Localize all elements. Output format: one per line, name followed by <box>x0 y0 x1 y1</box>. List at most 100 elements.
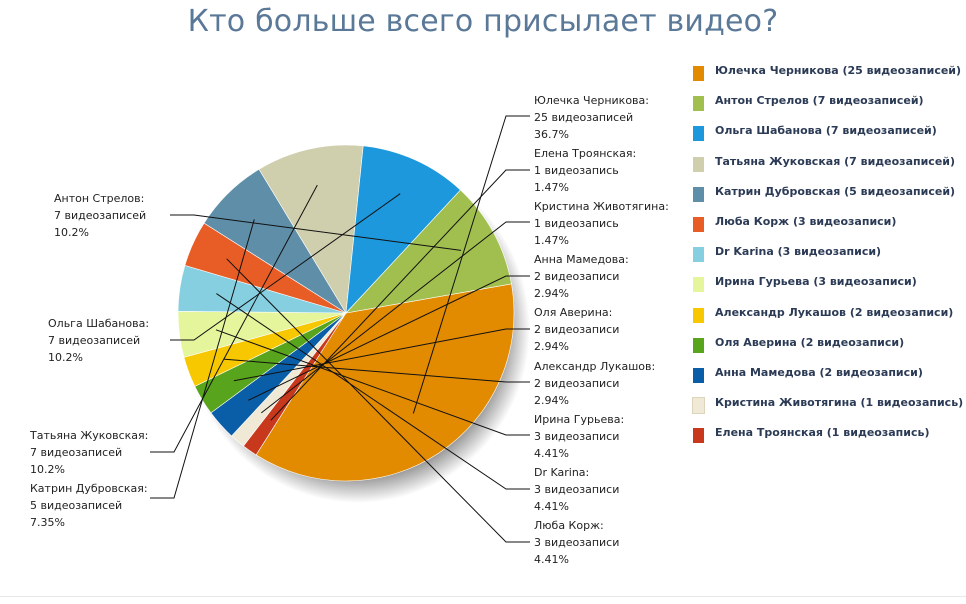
legend-swatch <box>693 337 704 353</box>
data-label-2: Кристина Животягина: 1 видеозапись 1.47% <box>534 198 669 249</box>
data-label-line: Александр Лукашов: <box>534 360 656 373</box>
legend-swatch <box>693 66 704 81</box>
data-label-line: Кристина Животягина: <box>534 200 669 213</box>
legend-item: Dr Karina (3 видеозаписи) <box>693 241 963 271</box>
data-label-line: 7.35% <box>30 516 65 529</box>
data-label-line: 10.2% <box>48 351 83 364</box>
leader-line-6 <box>215 329 530 436</box>
data-label-line: 2 видеозаписи <box>534 377 620 390</box>
legend-label: Катрин Дубровская (5 видеозаписей) <box>715 184 956 198</box>
data-label-line: 2 видеозаписи <box>534 270 620 283</box>
legend-item: Ольга Шабанова (7 видеозаписей) <box>693 120 963 150</box>
data-label-7: Dr Karina: 3 видеозаписи 4.41% <box>534 464 619 515</box>
leader-line-4 <box>233 328 530 382</box>
data-label-3: Анна Мамедова: 2 видеозаписи 2.94% <box>534 251 629 302</box>
legend-label: Кристина Животягина (1 видеозапись) <box>715 396 964 410</box>
data-label-line: 1.47% <box>534 234 569 247</box>
legend-swatch <box>693 307 704 323</box>
legend-swatch <box>693 186 704 202</box>
data-label-line: 1 видеозапись <box>534 164 619 177</box>
leader-line-10 <box>150 184 318 453</box>
legend-label: Александр Лукашов (2 видеозаписи) <box>715 305 954 319</box>
leader-line-3 <box>248 275 530 401</box>
data-label-line: 1 видеозапись <box>534 217 619 230</box>
legend-label: Татьяна Жуковская (7 видеозаписей) <box>715 154 956 168</box>
data-label-line: 4.41% <box>534 447 569 460</box>
data-label-line: Ольга Шабанова: <box>48 317 150 330</box>
data-label-line: Оля Аверина: <box>534 306 613 319</box>
bottom-divider <box>0 596 966 597</box>
legend-swatch <box>693 96 704 112</box>
legend-item: Антон Стрелов (7 видеозаписей) <box>693 90 963 120</box>
data-label-5: Александр Лукашов: 2 видеозаписи 2.94% <box>534 358 655 409</box>
data-label-line: Люба Корж: <box>534 519 604 532</box>
data-label-line: 7 видеозаписей <box>48 334 141 347</box>
data-label-line: 1.47% <box>534 181 569 194</box>
leader-line-1 <box>270 169 530 421</box>
data-label-line: 3 видеозаписи <box>534 483 620 496</box>
data-label-line: 2 видеозаписи <box>534 323 620 336</box>
pie-slice-10 <box>258 144 364 314</box>
data-label-line: Елена Троянская: <box>534 147 637 160</box>
data-label-6: Ирина Гурьева: 3 видеозаписи 4.41% <box>534 411 624 462</box>
leader-line-8 <box>226 258 530 543</box>
data-label-line: 3 видеозаписи <box>534 536 620 549</box>
legend-item: Ирина Гурьева (3 видеозаписи) <box>693 271 963 301</box>
legend-label: Dr Karina (3 видеозаписи) <box>715 245 882 259</box>
legend-item: Люба Корж (3 видеозаписи) <box>693 211 963 241</box>
legend-item: Татьяна Жуковская (7 видеозаписей) <box>693 151 963 181</box>
legend-label: Антон Стрелов (7 видеозаписей) <box>715 94 924 108</box>
data-label-line: Катрин Дубровская: <box>30 482 148 495</box>
legend-label: Ирина Гурьева (3 видеозаписи) <box>715 275 917 289</box>
legend-label: Елена Троянская (1 видеозапись) <box>715 426 930 440</box>
data-label-line: 10.2% <box>30 463 65 476</box>
leader-line-9 <box>150 219 255 499</box>
data-label-10: Татьяна Жуковская: 7 видеозаписей 10.2% <box>30 427 148 478</box>
data-label-line: 3 видеозаписи <box>534 430 620 443</box>
legend-label: Люба Корж (3 видеозаписи) <box>715 214 897 228</box>
data-label-4: Оля Аверина: 2 видеозаписи 2.94% <box>534 304 619 355</box>
data-label-line: Анна Мамедова: <box>534 253 629 266</box>
data-label-line: 7 видеозаписей <box>54 209 147 222</box>
data-label-line: Антон Стрелов: <box>54 192 145 205</box>
data-label-line: 2.94% <box>534 340 569 353</box>
legend-item: Катрин Дубровская (5 видеозаписей) <box>693 181 963 211</box>
data-label-12: Антон Стрелов: 7 видеозаписей 10.2% <box>54 190 146 241</box>
data-label-line: Юлечка Черникова: <box>534 94 649 107</box>
data-label-line: 2.94% <box>534 394 569 407</box>
legend-swatch <box>693 216 704 232</box>
leader-line-0 <box>412 115 530 414</box>
data-label-11: Ольга Шабанова: 7 видеозаписей 10.2% <box>48 315 149 366</box>
data-label-line: 4.41% <box>534 553 569 566</box>
legend-item: Кристина Животягина (1 видеозапись) <box>692 392 964 422</box>
legend-swatch <box>693 277 704 293</box>
data-label-line: Татьяна Жуковская: <box>30 429 149 442</box>
legend-item: Анна Мамедова (2 видеозаписи) <box>693 362 963 392</box>
legend-label: Анна Мамедова (2 видеозаписи) <box>715 365 923 379</box>
data-label-line: 5 видеозаписей <box>30 499 123 512</box>
data-label-line: 10.2% <box>54 226 89 239</box>
legend-swatch <box>692 397 705 415</box>
data-label-line: 4.41% <box>534 500 569 513</box>
leader-line-11 <box>170 193 401 341</box>
data-label-line: 36.7% <box>534 128 569 141</box>
legend-swatch <box>693 126 704 142</box>
legend-item: Александр Лукашов (2 видеозаписи) <box>693 302 963 332</box>
data-label-9: Катрин Дубровская: 5 видеозаписей 7.35% <box>30 480 148 531</box>
data-label-8: Люба Корж: 3 видеозаписи 4.41% <box>534 517 619 568</box>
legend-swatch <box>693 156 704 172</box>
data-label-0: Юлечка Черникова: 25 видеозаписей 36.7% <box>534 92 649 143</box>
legend-swatch <box>693 367 704 383</box>
legend: Юлечка Черникова (25 видеозаписей) Антон … <box>692 60 964 452</box>
legend-swatch <box>693 247 704 263</box>
chart-title: Кто больше всего присылает видео? <box>187 4 779 39</box>
pie-slice-0 <box>255 283 515 482</box>
data-label-line: 25 видеозаписей <box>534 111 634 124</box>
legend-item: Юлечка Черникова (25 видеозаписей) <box>693 60 963 90</box>
leader-line-12 <box>170 214 462 251</box>
legend-item: Елена Троянская (1 видеозапись) <box>693 422 963 452</box>
data-label-line: 2.94% <box>534 287 569 300</box>
legend-label: Ольга Шабанова (7 видеозаписей) <box>715 124 937 138</box>
legend-item: Оля Аверина (2 видеозаписи) <box>693 332 963 362</box>
